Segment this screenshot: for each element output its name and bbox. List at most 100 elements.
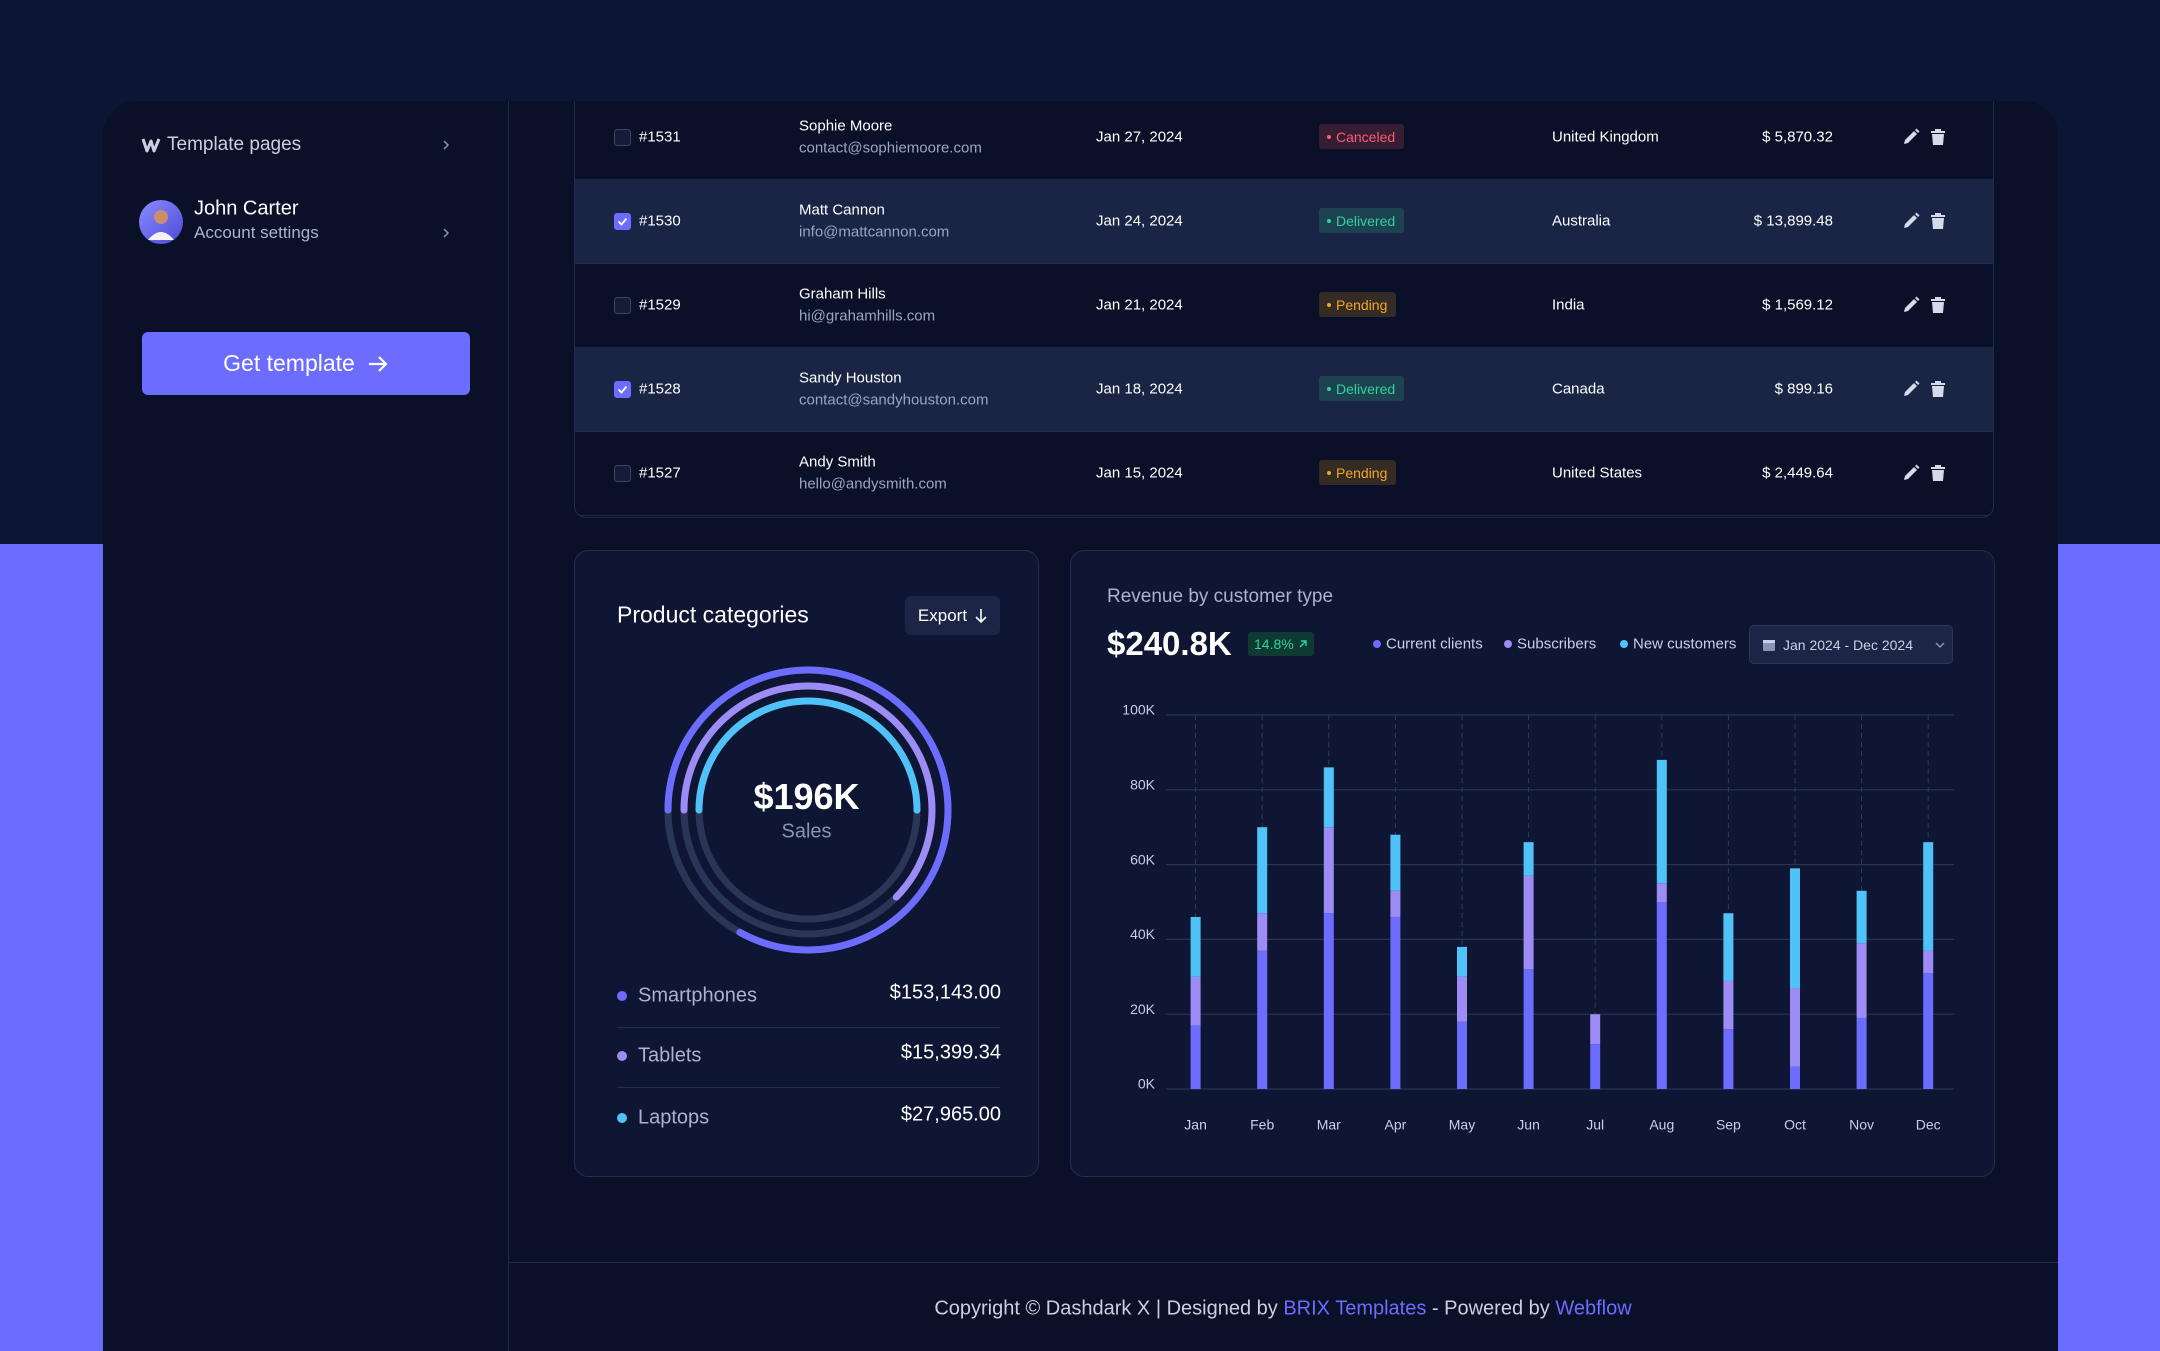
order-date: Jan 21, 2024 (1096, 296, 1183, 314)
status-dot (1327, 134, 1331, 139)
legend-dot (1620, 640, 1628, 648)
export-label: Export (917, 605, 968, 625)
donut-label: Sales (781, 820, 832, 843)
order-id: #1527 (639, 464, 681, 482)
row-actions (1904, 464, 1945, 481)
legend-label: New customers (1633, 635, 1737, 653)
chevron (443, 228, 450, 238)
check-icon (617, 217, 628, 226)
row-actions (1904, 128, 1945, 145)
bar-segment (1790, 1066, 1800, 1089)
checkbox[interactable] (614, 213, 631, 230)
x-tick-label: Nov (1849, 1117, 1874, 1133)
get-template-button[interactable]: Get template (142, 332, 470, 395)
edit-icon[interactable] (1904, 296, 1920, 313)
category-name: Smartphones (638, 984, 757, 1007)
legend-label: Current clients (1386, 635, 1483, 653)
edit-icon[interactable] (1904, 380, 1920, 397)
footer-text: Copyright © Dashdark X | Designed by (934, 1297, 1278, 1320)
bar-segment (1590, 1014, 1601, 1045)
brix-link[interactable]: BRIX Templates (1283, 1297, 1427, 1320)
customer-name: Graham Hills (799, 285, 886, 303)
bar-segment (1323, 913, 1334, 1089)
edit-icon[interactable] (1904, 464, 1920, 481)
chevron (443, 140, 450, 150)
edit-icon[interactable] (1904, 128, 1920, 145)
checkbox[interactable] (614, 129, 631, 146)
y-tick-label: 0K (1138, 1076, 1156, 1092)
customer-email: hello@andysmith.com (799, 475, 947, 493)
x-tick-label: Mar (1317, 1117, 1341, 1133)
bar-segment (1390, 890, 1401, 917)
webflow-link[interactable]: Webflow (1555, 1297, 1632, 1320)
bar-segment (1923, 842, 1934, 951)
checkbox[interactable] (614, 465, 631, 482)
user-subtitle[interactable]: Account settings (194, 223, 319, 242)
amount: $ 5,870.32 (1762, 128, 1833, 146)
footer: Copyright © Dashdark X | Designed by BRI… (508, 1298, 2058, 1321)
delete-icon[interactable] (1931, 465, 1945, 481)
status-text: Pending (1336, 296, 1388, 313)
bar-segment (1856, 1017, 1867, 1089)
checkbox[interactable] (614, 297, 631, 314)
category-name: Laptops (638, 1106, 710, 1129)
card-title: Product categories (617, 601, 809, 628)
order-id: #1529 (639, 296, 681, 314)
checkbox[interactable] (614, 381, 631, 398)
order-date: Jan 15, 2024 (1096, 464, 1183, 482)
y-tick-label: 40K (1130, 926, 1156, 942)
separator (617, 1087, 1000, 1088)
user-name[interactable]: John Carter (194, 197, 299, 220)
bar-segment (1190, 976, 1201, 1026)
delete-icon[interactable] (1931, 297, 1945, 313)
status-dot (1327, 302, 1331, 307)
order-id: #1530 (639, 212, 681, 230)
y-tick-label: 80K (1130, 777, 1156, 793)
orders-table: #1531 Sophie Moore contact@sophiemoore.com… (574, 101, 1994, 518)
calendar-icon (1763, 639, 1775, 651)
change-value: 14.8% (1254, 636, 1294, 652)
avatar[interactable] (139, 200, 183, 244)
amount: $ 899.16 (1774, 380, 1833, 398)
bar-segment (1656, 883, 1667, 902)
ring-arc (695, 697, 921, 923)
status-dot (1327, 386, 1331, 391)
x-tick-label: Jul (1586, 1117, 1604, 1133)
edit-icon[interactable] (1904, 212, 1920, 229)
x-tick-label: Jan (1184, 1117, 1207, 1133)
customer-email: hi@grahamhills.com (799, 307, 936, 325)
arrow-down (975, 608, 987, 623)
delete-icon[interactable] (1931, 381, 1945, 397)
table-row: #1527 Andy Smith hello@andysmith.com Jan 15… (575, 431, 1993, 516)
date-picker[interactable]: Jan 2024 - Dec 2024 (1749, 625, 1953, 664)
y-tick-label: 100K (1122, 702, 1155, 718)
delete-icon[interactable] (1931, 129, 1945, 145)
menu-title[interactable]: Template pages (167, 134, 302, 155)
legend-dot (617, 991, 627, 1001)
bar-segment (1790, 868, 1800, 989)
separator (617, 1027, 1000, 1028)
x-tick-label: Sep (1716, 1117, 1741, 1133)
export-button[interactable]: Export (905, 596, 1000, 635)
amount: $ 13,899.48 (1753, 212, 1833, 230)
customer-name: Sophie Moore (799, 117, 893, 135)
amount: $ 2,449.64 (1762, 464, 1833, 482)
check-icon (617, 385, 628, 394)
bar-segment (1656, 902, 1667, 1089)
row-actions (1904, 380, 1945, 397)
bar-segment (1523, 842, 1534, 876)
product-categories-card: Product categories Export $196K Sales Sm… (574, 550, 1039, 1177)
country: United States (1552, 464, 1643, 482)
status-badge: Delivered (1319, 376, 1405, 401)
legend-dot (1504, 640, 1512, 648)
table-row: #1531 Sophie Moore contact@sophiemoore.com… (575, 101, 1993, 180)
bar-segment (1190, 916, 1201, 977)
status-text: Canceled (1336, 128, 1396, 145)
status-text: Pending (1336, 464, 1388, 481)
bar-segment (1457, 1021, 1467, 1089)
status-badge: Delivered (1319, 208, 1405, 233)
customer-name: Sandy Houston (799, 369, 902, 387)
delete-icon[interactable] (1931, 213, 1945, 229)
bar-segment (1257, 950, 1268, 1089)
